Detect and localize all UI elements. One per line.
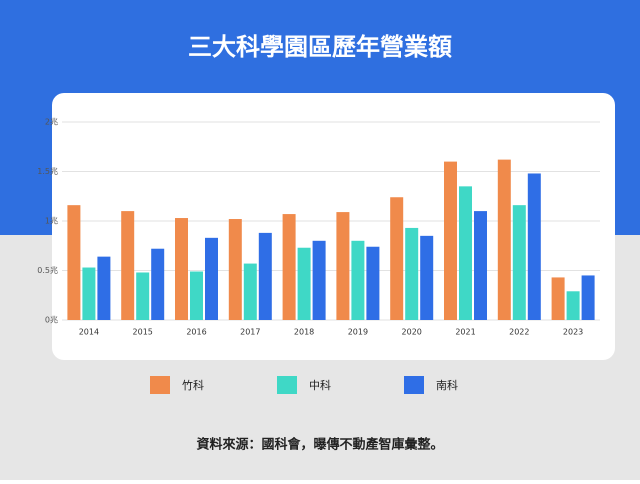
x-tick-label: 2020	[402, 328, 422, 337]
bar	[581, 275, 595, 320]
bar	[121, 211, 135, 320]
y-tick-label: 1兆	[45, 216, 58, 226]
bar	[175, 218, 188, 320]
bar	[405, 227, 419, 320]
x-tick-label: 2023	[563, 328, 583, 337]
x-tick-label: 2022	[509, 328, 529, 337]
bar	[390, 197, 404, 320]
source-note: 資料來源：國科會，曝傳不動產智庫彙整。	[196, 437, 443, 453]
y-tick-label: 0兆	[45, 315, 58, 325]
bar	[566, 291, 580, 320]
legend-swatch	[150, 376, 170, 394]
bar	[136, 272, 150, 320]
legend-swatch	[404, 376, 424, 394]
bar	[228, 219, 242, 320]
x-tick-label: 2015	[133, 328, 153, 337]
bar	[97, 256, 111, 320]
x-tick-label: 2016	[186, 328, 206, 337]
x-tick-label: 2017	[240, 328, 260, 337]
x-tick-label: 2018	[294, 328, 314, 337]
bar	[474, 211, 487, 320]
legend-label: 竹科	[182, 378, 204, 392]
bar	[459, 186, 472, 320]
y-tick-label: 2兆	[45, 117, 58, 127]
bar	[190, 271, 203, 320]
bar	[282, 214, 296, 320]
bar	[258, 232, 272, 320]
bar	[366, 246, 380, 320]
y-tick-label: 1.5兆	[37, 166, 58, 176]
bar	[420, 235, 434, 320]
legend-swatch	[277, 376, 297, 394]
bar	[205, 237, 218, 320]
bar	[444, 161, 457, 320]
bar	[67, 205, 81, 320]
bar	[243, 263, 257, 320]
chart-title: 三大科學園區歷年營業額	[188, 33, 452, 61]
bar	[497, 159, 511, 320]
bar	[527, 173, 541, 320]
x-tick-label: 2019	[348, 328, 368, 337]
legend-label: 南科	[436, 378, 458, 392]
bar	[336, 212, 350, 320]
bar	[151, 248, 165, 320]
y-tick-label: 0.5兆	[37, 265, 58, 275]
bar	[351, 240, 365, 320]
legend-label: 中科	[309, 378, 331, 392]
bar	[512, 205, 526, 320]
x-tick-label: 2014	[79, 328, 99, 337]
bar	[82, 267, 96, 320]
x-tick-label: 2021	[455, 328, 475, 337]
bar	[551, 277, 565, 320]
bar	[312, 240, 326, 320]
bar	[297, 247, 311, 320]
